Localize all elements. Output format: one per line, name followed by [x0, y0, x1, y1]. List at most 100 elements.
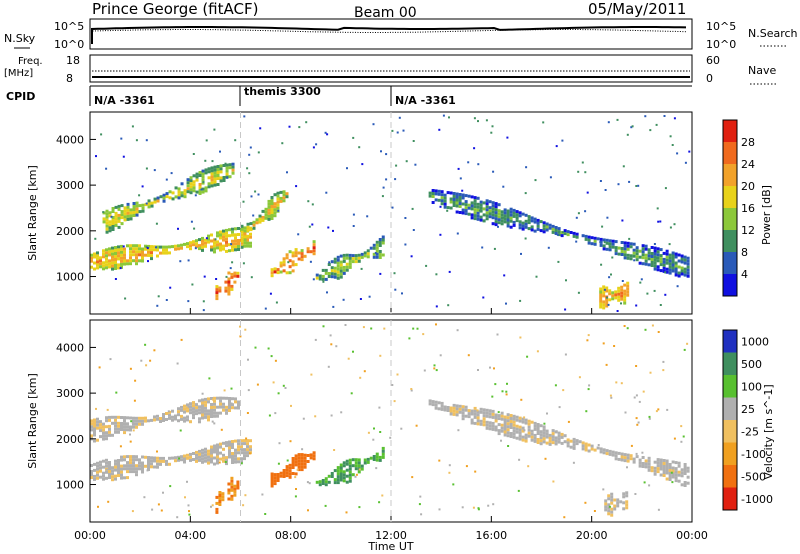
- velocity-echo-cell: [93, 424, 96, 428]
- power-echo-cell: [234, 245, 237, 249]
- power-echo-cell: [671, 257, 675, 261]
- velocity-echo-cell: [102, 431, 105, 435]
- power-echo-cell: [527, 215, 531, 219]
- power-echo-cell: [219, 167, 223, 171]
- power-echo-cell: [626, 253, 630, 257]
- power-echo-cell: [114, 267, 117, 270]
- power-echo-cell: [683, 261, 687, 265]
- power-echo-cell: [306, 250, 310, 254]
- velocity-echo-cell: [434, 406, 438, 410]
- velocity-echo-cell: [485, 420, 489, 424]
- velocity-echo-cell: [461, 417, 465, 421]
- power-scatter-cell: [556, 233, 559, 236]
- power-echo-cell: [461, 193, 465, 197]
- count-tick-top-left: 10^5: [54, 20, 84, 33]
- power-echo-cell: [90, 256, 93, 260]
- power-scatter-cell: [659, 220, 662, 223]
- power-echo-cell: [267, 214, 271, 218]
- power-scatter-cell: [380, 150, 382, 153]
- velocity-scatter-cell: [289, 440, 292, 443]
- power-echo-cell: [641, 244, 645, 248]
- velocity-echo-cell: [321, 479, 325, 482]
- velocity-scatter-cell: [290, 404, 292, 407]
- velocity-scatter-cell: [308, 482, 311, 485]
- velocity-echo-cell: [623, 459, 627, 463]
- velocity-echo-cell: [227, 497, 231, 501]
- power-echo-cell: [503, 217, 507, 221]
- power-echo-cell: [366, 249, 370, 253]
- velocity-echo-cell: [204, 453, 207, 457]
- velocity-scatter-cell: [179, 429, 182, 432]
- power-echo-cell: [686, 271, 690, 275]
- power-y-tick-label-3: 4000: [56, 133, 84, 146]
- velocity-echo-cell: [225, 441, 228, 445]
- velocity-echo-cell: [213, 456, 216, 460]
- velocity-echo-cell: [90, 464, 93, 467]
- power-echo-cell: [227, 280, 231, 284]
- power-scatter-cell: [204, 159, 207, 162]
- power-echo-cell: [369, 246, 373, 250]
- velocity-echo-cell: [147, 456, 150, 459]
- velocity-echo-cell: [443, 408, 447, 412]
- power-echo-cell: [455, 201, 459, 205]
- velocity-echo-cell: [189, 411, 192, 415]
- velocity-echo-cell: [680, 468, 684, 472]
- power-echo-cell: [348, 253, 352, 257]
- velocity-echo-cell: [572, 443, 576, 447]
- power-echo-cell: [482, 207, 486, 211]
- power-scatter-cell: [446, 209, 449, 212]
- velocity-echo-cell: [114, 427, 117, 431]
- velocity-echo-cell: [219, 445, 222, 449]
- power-echo-cell: [192, 183, 196, 187]
- velocity-echo-cell: [114, 418, 117, 422]
- velocity-echo-cell: [221, 495, 225, 499]
- velocity-scatter-cell: [176, 516, 179, 519]
- velocity-scatter-cell: [210, 505, 212, 508]
- power-echo-cell: [198, 174, 202, 177]
- power-scatter-cell: [312, 146, 315, 149]
- velocity-scatter-cell: [642, 390, 645, 393]
- velocity-echo-cell: [524, 421, 528, 425]
- power-scatter-cell: [490, 131, 493, 134]
- velocity-echo-cell: [120, 476, 123, 480]
- velocity-x-tick-label-5: 20:00: [576, 529, 608, 542]
- power-echo-cell: [105, 224, 109, 228]
- velocity-echo-cell: [186, 415, 189, 419]
- power-echo-cell: [216, 168, 220, 171]
- power-echo-cell: [273, 208, 277, 212]
- power-echo-cell: [590, 236, 594, 240]
- velocity-scatter-cell: [144, 343, 147, 346]
- power-echo-cell: [96, 257, 99, 261]
- power-scatter-cell: [242, 262, 245, 265]
- power-scatter-cell: [414, 163, 417, 166]
- power-echo-cell: [473, 214, 477, 218]
- velocity-echo-cell: [306, 460, 310, 463]
- velocity-echo-cell: [348, 473, 352, 477]
- velocity-scatter-cell: [517, 489, 520, 492]
- velocity-echo-cell: [162, 413, 165, 416]
- power-echo-cell: [276, 203, 280, 207]
- velocity-scatter-cell: [423, 369, 426, 372]
- power-echo-cell: [156, 248, 159, 252]
- velocity-echo-cell: [204, 409, 207, 413]
- velocity-echo-cell: [294, 454, 298, 458]
- power-echo-cell: [153, 245, 156, 249]
- power-echo-cell: [99, 265, 102, 269]
- velocity-scatter-cell: [329, 334, 332, 337]
- velocity-echo-cell: [243, 451, 246, 455]
- power-echo-cell: [228, 175, 232, 179]
- velocity-echo-cell: [102, 434, 105, 438]
- velocity-echo-cell: [381, 446, 385, 450]
- power-scatter-cell: [170, 172, 173, 175]
- power-scatter-cell: [374, 252, 377, 254]
- power-echo-cell: [222, 232, 225, 236]
- power-echo-cell: [626, 247, 630, 251]
- power-scatter-cell: [628, 237, 631, 240]
- power-echo-cell: [288, 265, 292, 269]
- power-echo-cell: [494, 220, 498, 224]
- power-echo-cell: [336, 261, 340, 265]
- velocity-echo-cell: [96, 461, 99, 465]
- velocity-scatter-cell: [307, 509, 309, 512]
- power-echo-cell: [267, 202, 271, 206]
- velocity-echo-cell: [303, 459, 307, 463]
